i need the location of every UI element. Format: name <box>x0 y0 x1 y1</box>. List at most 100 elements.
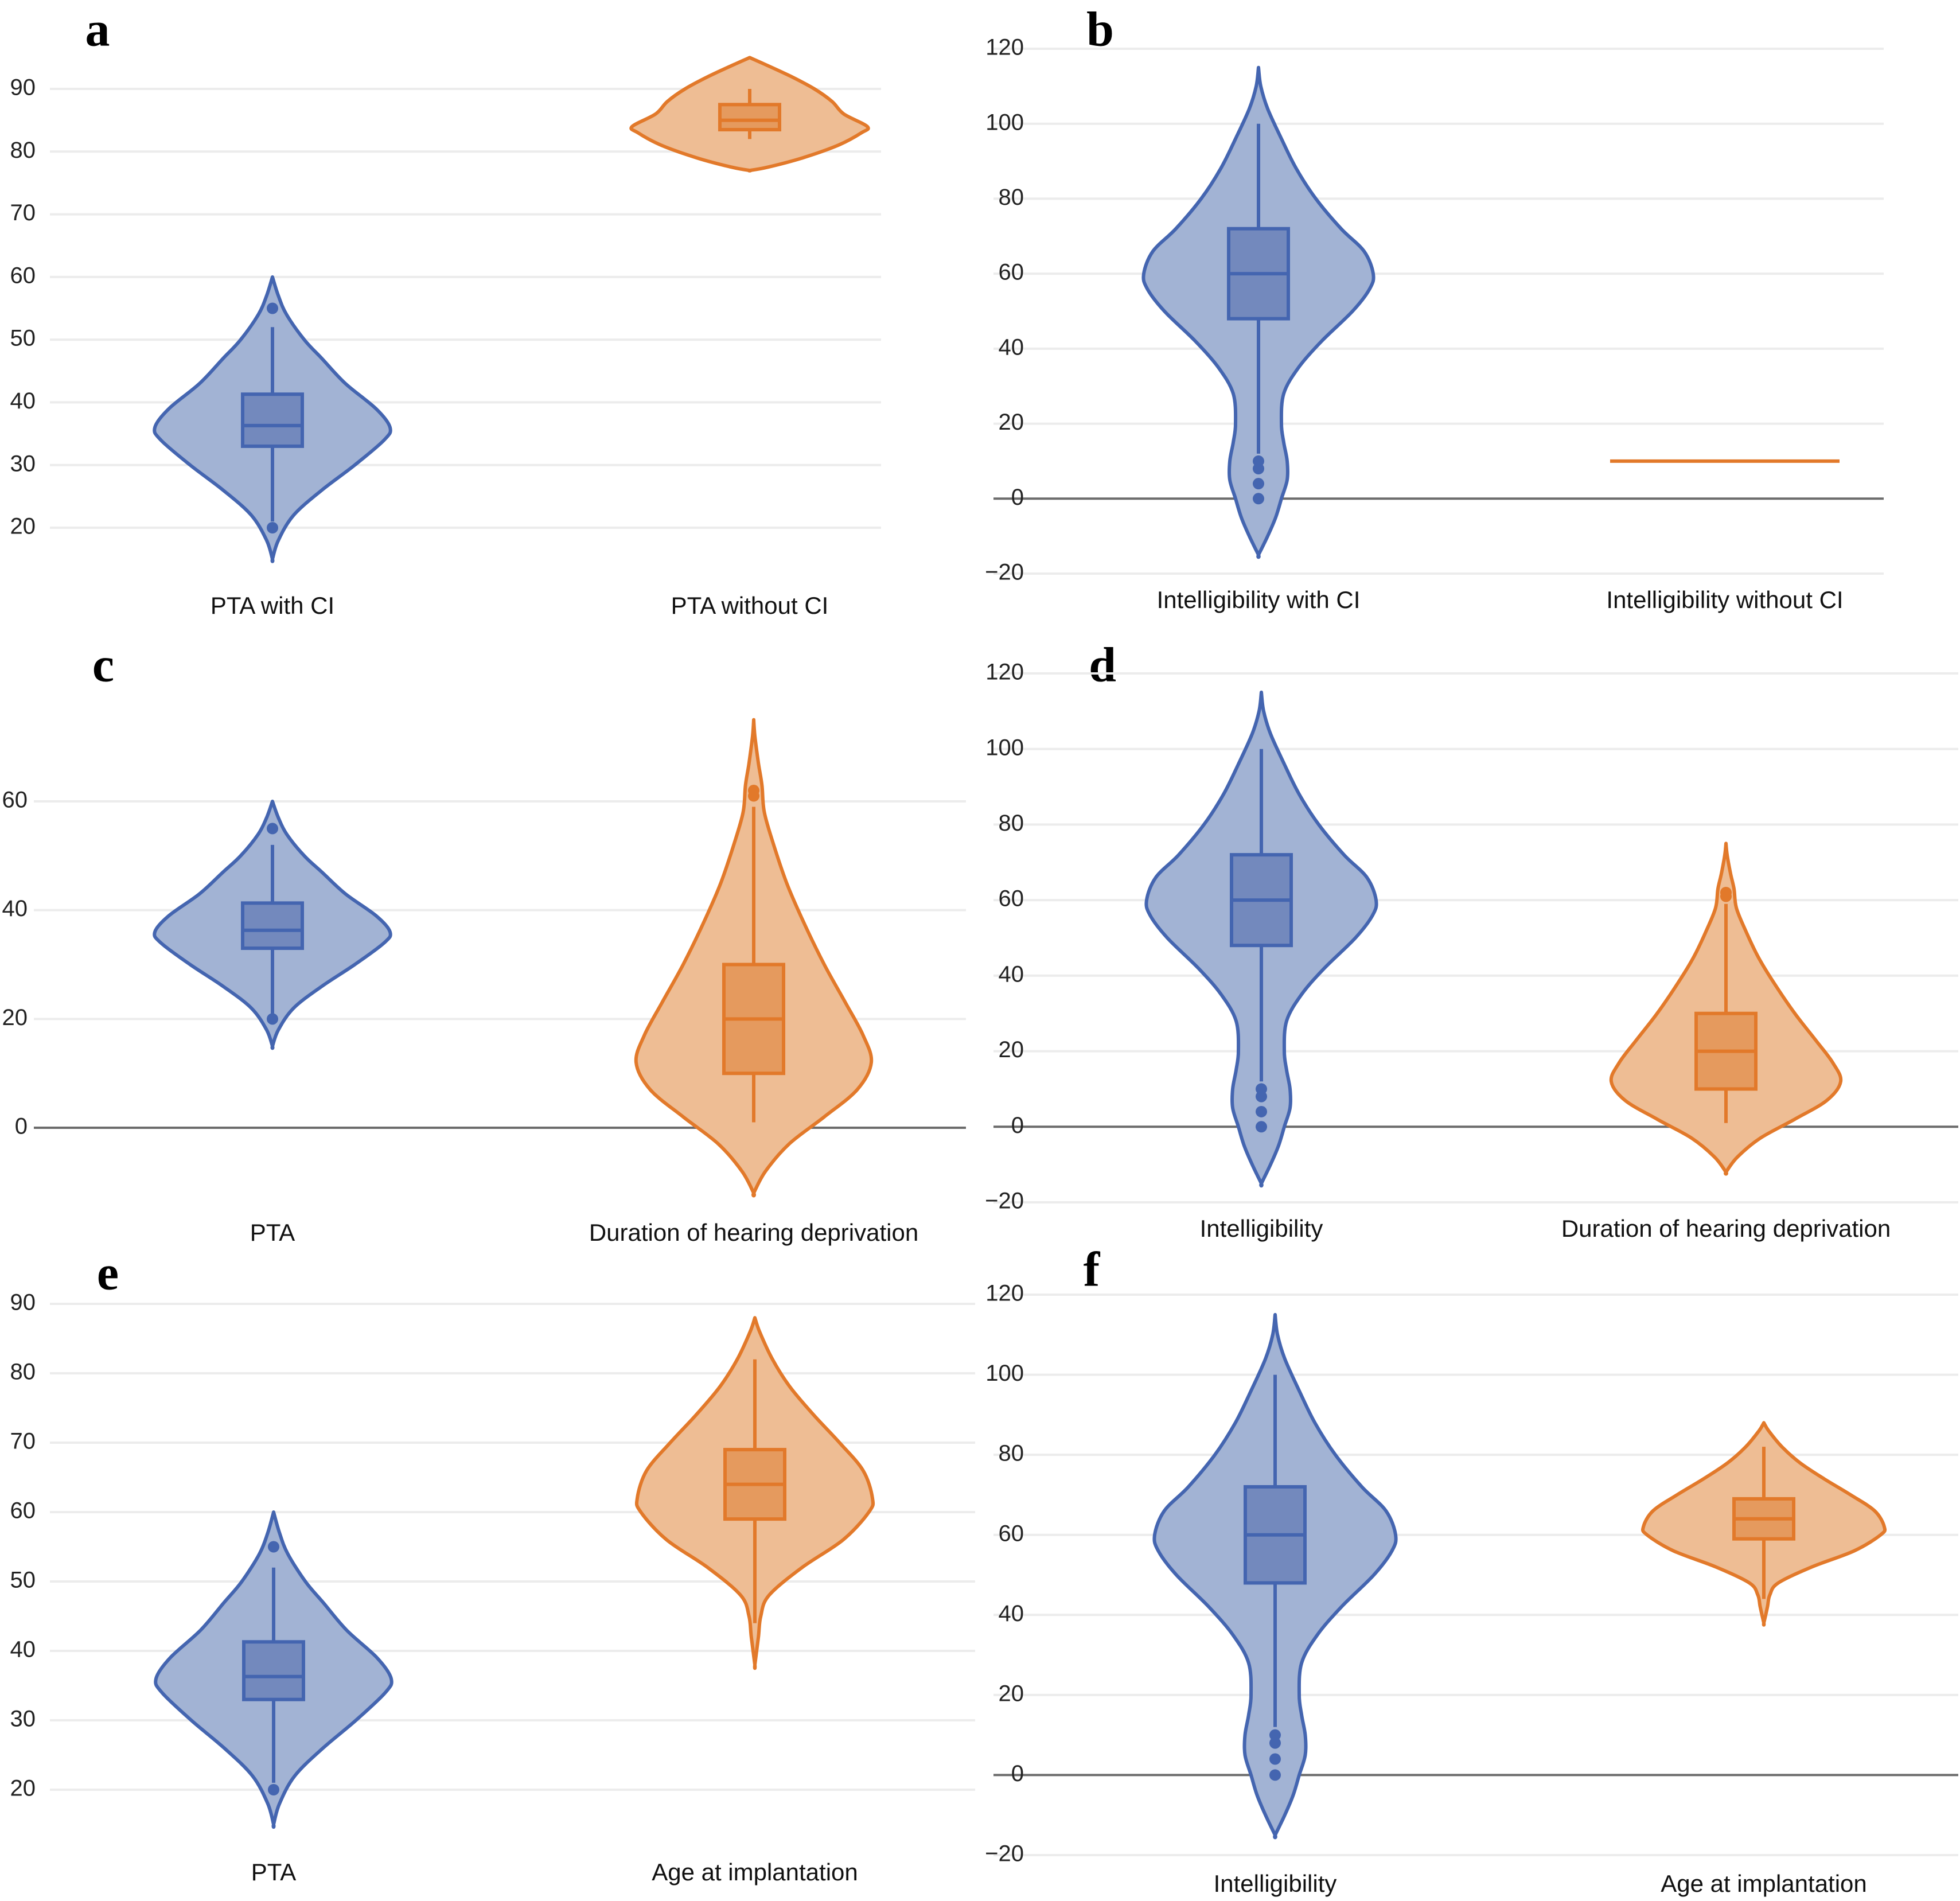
y-tick-label: 0 <box>15 1114 28 1139</box>
violin-pta-without-ci <box>629 56 870 173</box>
y-tick-label: 30 <box>10 1707 36 1732</box>
iqr-box <box>241 901 304 951</box>
violin-age-at-implantation <box>634 1316 875 1670</box>
outlier-point <box>267 1013 278 1025</box>
y-tick-label: 80 <box>999 1441 1024 1466</box>
y-tick-label: 60 <box>999 260 1024 285</box>
violin-duration-of-hearing-deprivation <box>634 718 874 1198</box>
outlier-point <box>267 823 278 835</box>
outlier-point <box>748 790 759 802</box>
y-tick-label: 60 <box>999 1521 1024 1546</box>
outlier-point <box>1720 890 1732 902</box>
panel-letter: e <box>97 1245 119 1300</box>
panel-b: b −20 0 20 40 60 80 100 120 Intelligibility with … <box>985 2 1884 613</box>
y-tick-label: 0 <box>1011 485 1024 510</box>
panel-f: f −20 0 20 40 60 80 100 120 Intelligibility Age at… <box>985 1242 1958 1897</box>
y-tick-label: 20 <box>999 1681 1024 1706</box>
y-tick-label: 80 <box>999 185 1024 210</box>
y-tick-label: 100 <box>985 1361 1024 1386</box>
x-category-label: PTA without CI <box>671 592 829 619</box>
y-tick-label: 20 <box>999 410 1024 435</box>
violin-intelligibility <box>1144 690 1378 1188</box>
y-tick-label: 20 <box>10 1776 36 1801</box>
iqr-box <box>718 103 781 132</box>
y-tick-label: 80 <box>999 811 1024 836</box>
y-tick-label: 60 <box>10 263 36 288</box>
outlier-point <box>1253 478 1264 490</box>
y-tick-label: 20 <box>10 514 36 539</box>
y-tick-label: 40 <box>999 334 1024 360</box>
y-tick-label: 120 <box>985 660 1024 685</box>
violin-intelligibility <box>1152 1312 1398 1840</box>
x-category-label: PTA <box>250 1219 295 1246</box>
outlier-point <box>267 302 278 314</box>
panel-c: c 0 20 40 60 PTA Duration of hearing deprivati… <box>2 637 966 1246</box>
violin-pta-with-ci <box>153 275 392 563</box>
y-tick-label: 70 <box>10 1429 36 1454</box>
outlier-point <box>1253 463 1264 474</box>
panel-a: a 20 30 40 50 60 70 80 90 PTA with CI PTA without … <box>10 2 881 619</box>
x-category-label: Duration of hearing deprivation <box>1561 1215 1891 1242</box>
outlier-point <box>1269 1753 1281 1765</box>
y-tick-label: −20 <box>985 560 1024 585</box>
panel-e: e 20 30 40 50 60 70 80 90 PTA Age at implantation <box>10 1245 975 1886</box>
y-tick-label: 70 <box>10 200 36 225</box>
y-tick-label: −20 <box>985 1841 1024 1867</box>
panel-letter: d <box>1089 637 1116 692</box>
y-tick-label: 80 <box>10 138 36 163</box>
violin-age-at-implantation <box>1641 1421 1887 1627</box>
y-tick-label: 90 <box>10 1290 36 1315</box>
outlier-point <box>1269 1737 1281 1749</box>
y-tick-label: 120 <box>985 35 1024 60</box>
outlier-point <box>268 1784 279 1795</box>
x-category-label: Intelligibility <box>1200 1215 1323 1242</box>
x-category-label: Age at implantation <box>1661 1870 1867 1897</box>
y-tick-label: 60 <box>2 788 28 813</box>
panel-letter: f <box>1084 1242 1101 1297</box>
y-tick-label: 60 <box>10 1498 36 1524</box>
x-category-label: PTA with CI <box>211 592 334 619</box>
y-tick-label: 40 <box>2 896 28 921</box>
y-tick-label: 50 <box>10 1568 36 1593</box>
y-tick-label: 50 <box>10 326 36 351</box>
y-tick-label: 40 <box>10 388 36 414</box>
y-tick-label: 0 <box>1011 1113 1024 1138</box>
x-category-label: Duration of hearing deprivation <box>589 1219 918 1246</box>
y-tick-label: 100 <box>985 110 1024 135</box>
x-category-label: Intelligibility with CI <box>1157 586 1361 613</box>
violin-intelligibility-with-ci <box>1141 65 1375 559</box>
y-tick-label: 90 <box>10 75 36 100</box>
y-tick-label: −20 <box>985 1189 1024 1214</box>
y-tick-label: 60 <box>999 886 1024 911</box>
x-category-label: Intelligibility <box>1214 1870 1337 1897</box>
outlier-point <box>1256 1121 1267 1133</box>
x-category-label: Intelligibility without CI <box>1606 586 1843 613</box>
y-tick-label: 100 <box>985 735 1024 760</box>
x-category-label: PTA <box>251 1859 297 1886</box>
y-tick-label: 40 <box>999 1601 1024 1626</box>
outlier-point <box>1253 493 1264 505</box>
panel-letter: b <box>1086 2 1114 57</box>
y-tick-label: 0 <box>1011 1761 1024 1786</box>
y-tick-label: 20 <box>2 1005 28 1030</box>
violin-pta <box>153 800 392 1050</box>
panel-letter: c <box>92 637 114 692</box>
outlier-point <box>267 522 278 533</box>
outlier-point <box>1256 1090 1267 1103</box>
panel-d: d −20 0 20 40 60 80 100 120 Intelligibility Durati… <box>985 637 1958 1242</box>
x-category-label: Age at implantation <box>652 1859 858 1886</box>
y-tick-label: 40 <box>10 1637 36 1662</box>
outlier-point <box>1256 1105 1267 1117</box>
y-tick-label: 20 <box>999 1037 1024 1062</box>
y-tick-label: 120 <box>985 1281 1024 1306</box>
outlier-point <box>1269 1729 1281 1741</box>
y-tick-label: 40 <box>999 961 1024 987</box>
violin-duration-of-hearing-deprivation <box>1609 842 1843 1176</box>
outlier-point <box>268 1541 279 1553</box>
y-tick-label: 80 <box>10 1359 36 1385</box>
violin-pta <box>154 1510 393 1829</box>
panel-letter: a <box>85 2 110 57</box>
iqr-box <box>242 1640 305 1701</box>
outlier-point <box>1269 1769 1281 1781</box>
y-tick-label: 30 <box>10 451 36 476</box>
